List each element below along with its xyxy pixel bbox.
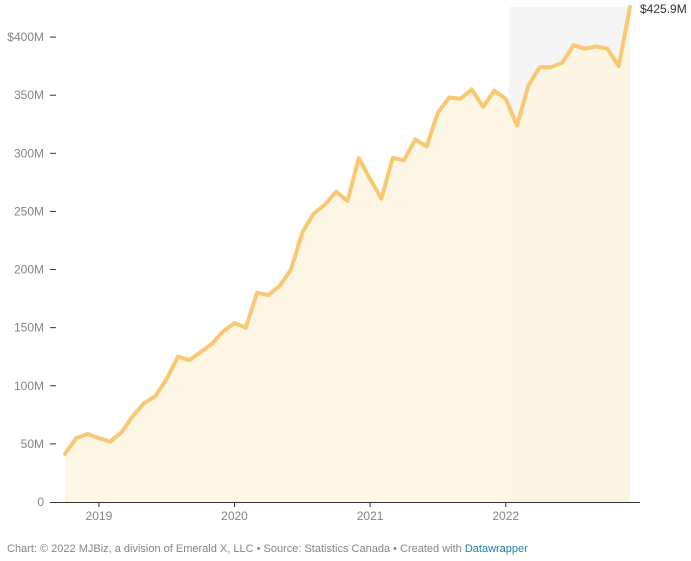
y-tick-label: 150M — [14, 321, 44, 335]
credit-text: Chart: © 2022 MJBiz, a division of Emera… — [7, 543, 465, 555]
series-line — [63, 5, 632, 456]
y-tick-label: 50M — [21, 437, 44, 451]
end-value-label: $425.9M — [640, 2, 687, 16]
y-tick-label: 350M — [14, 88, 44, 102]
y-tick-label: 100M — [14, 379, 44, 393]
datawrapper-link[interactable]: Datawrapper — [464, 543, 528, 555]
x-tick-label: 2020 — [221, 509, 248, 523]
y-tick-label: 250M — [14, 204, 44, 218]
y-tick-label: 300M — [14, 146, 44, 160]
x-tick-label: 2022 — [492, 509, 519, 523]
x-tick-label: 2021 — [357, 509, 384, 523]
x-axis-ticks: 2019 2020 2021 2022 — [86, 502, 519, 523]
y-tick-label: $400M — [7, 30, 44, 44]
y-axis-ticks: 0 50M 100M 150M 200M 250M 300M 350M $400M — [7, 30, 56, 509]
y-tick-label: 0 — [37, 495, 44, 509]
area-fill — [65, 7, 630, 502]
y-tick-label: 200M — [14, 263, 44, 277]
chart-footer: Chart: © 2022 MJBiz, a division of Emera… — [7, 543, 528, 555]
x-tick-label: 2019 — [86, 509, 113, 523]
